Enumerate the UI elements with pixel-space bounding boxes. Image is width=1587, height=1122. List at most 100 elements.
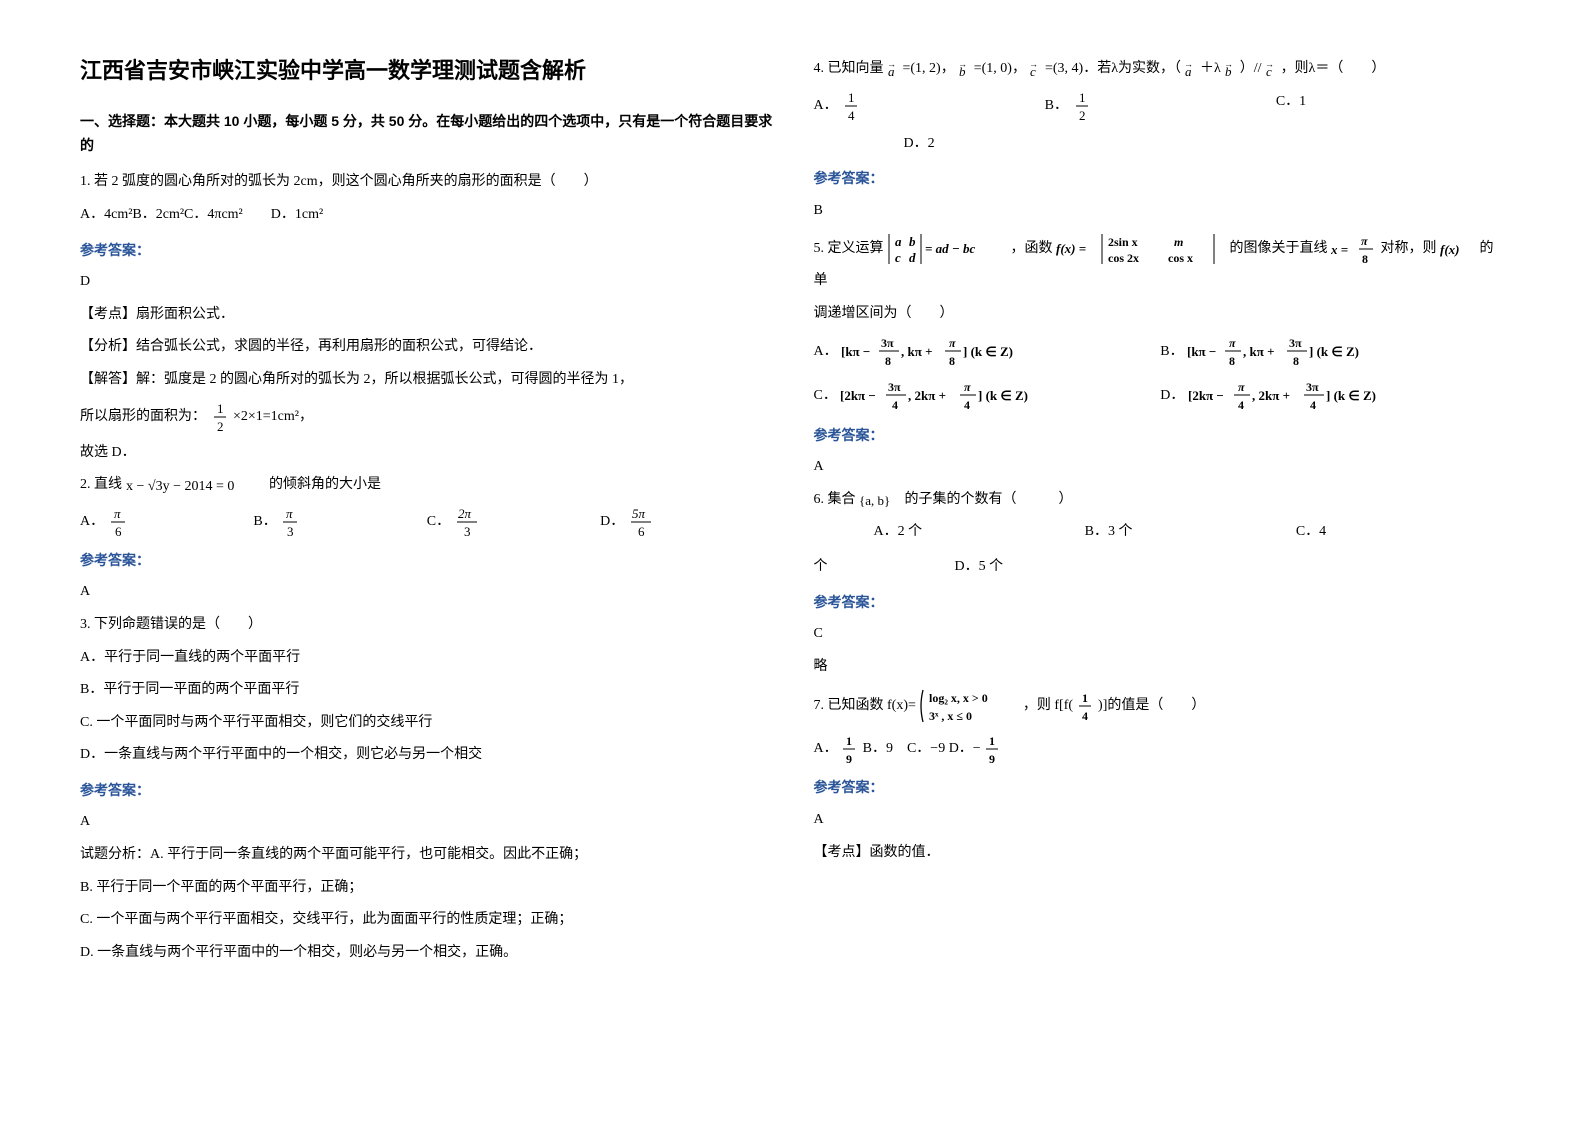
svg-text:9: 9: [846, 752, 852, 766]
q4-optD: D．2: [814, 131, 1508, 158]
q2-optC: C． 2π3: [427, 505, 600, 539]
q7-fracD: 19: [984, 732, 1002, 766]
q2-optA-label: A．: [80, 514, 104, 529]
q2-fracA: π6: [108, 505, 128, 539]
svg-text:5π: 5π: [632, 506, 646, 521]
q5-intB: [kπ − π8 , kπ + 3π8 ] (k ∈ Z): [1187, 334, 1397, 370]
q5-opts-row1: A． [kπ − 3π8 , kπ + π8 ] (k ∈ Z) B． [kπ …: [814, 334, 1508, 370]
q6-l1: 略: [814, 654, 1508, 681]
svg-text:, 2kπ +: , 2kπ +: [908, 388, 946, 403]
q6-b: 的子集的个数有（ ）: [905, 492, 1073, 507]
q5-c: 的图像关于直线: [1230, 242, 1328, 257]
q1-answer-label: 参考答案：: [80, 237, 774, 264]
svg-text:π: π: [1361, 234, 1368, 248]
q3-a: A．平行于同一直线的两个平面平行: [80, 645, 774, 672]
q2-fracC: 2π3: [454, 505, 480, 539]
svg-text:c: c: [1266, 64, 1272, 78]
svg-text:π: π: [1229, 336, 1236, 350]
q5-b: ，函数: [1011, 242, 1053, 257]
q1-l3: 【解答】解：弧度是 2 的圆心角所对的弧长为 2，所以根据弧长公式，可得圆的半径…: [80, 367, 774, 394]
q4-opts: A． 14 B． 12 C．1: [814, 89, 1508, 123]
q7-b: ，则 f[f(: [1023, 699, 1073, 714]
svg-text:a: a: [895, 234, 902, 249]
q6-line2: 个 D．5 个: [814, 554, 1508, 581]
svg-text:cos 2x: cos 2x: [1108, 251, 1139, 265]
svg-text:b: b: [959, 64, 966, 78]
svg-text:= ad − bc: = ad − bc: [925, 241, 976, 256]
vec-b2-icon: →b: [1224, 60, 1236, 78]
svg-text:9: 9: [989, 752, 995, 766]
q7-stem: 7. 已知函数 f(x)= log₂ x, x > 0 3ˣ , x ≤ 0 ，…: [814, 686, 1508, 726]
q7-piecewise: log₂ x, x > 0 3ˣ , x ≤ 0: [919, 686, 1019, 726]
q2-ans: A: [80, 579, 774, 606]
q3-c: C. 一个平面同时与两个平行平面相交，则它们的交线平行: [80, 710, 774, 737]
q2-line-eq: x − √3y − 2014 = 0: [126, 474, 266, 496]
q5-optA-label: A．: [814, 344, 838, 359]
left-column: 江西省吉安市峡江实验中学高一数学理测试题含解析 一、选择题：本大题共 10 小题…: [60, 50, 794, 972]
doc-title: 江西省吉安市峡江实验中学高一数学理测试题含解析: [80, 50, 774, 92]
q4-optB-label: B．: [1045, 98, 1068, 113]
q2-fracB: π3: [280, 505, 300, 539]
svg-text:[kπ −: [kπ −: [1187, 344, 1216, 359]
q6-set: {a, b}: [859, 491, 901, 509]
svg-text:x − √3y − 2014 = 0: x − √3y − 2014 = 0: [126, 479, 234, 494]
svg-text:[kπ −: [kπ −: [841, 344, 870, 359]
q5-optB: B． [kπ − π8 , kπ + 3π8 ] (k ∈ Z): [1160, 334, 1507, 370]
svg-text:, 2kπ +: , 2kπ +: [1252, 388, 1290, 403]
svg-text:f(x) =: f(x) =: [1056, 241, 1086, 256]
svg-text:c: c: [895, 250, 901, 265]
svg-text:log₂ x, x > 0: log₂ x, x > 0: [929, 691, 988, 705]
q5-xline: x =π8: [1331, 232, 1377, 266]
q5-fx: f(x) = 2sin x m cos 2x cos x: [1056, 230, 1226, 268]
q5-fx2: f(x): [1440, 240, 1476, 258]
q2-answer-label: 参考答案：: [80, 547, 774, 574]
svg-text:m: m: [1174, 235, 1183, 249]
q7-frac14: 14: [1077, 689, 1095, 723]
q3-stem: 3. 下列命题错误的是（ ）: [80, 612, 774, 639]
svg-text:3π: 3π: [881, 336, 894, 350]
svg-text:4: 4: [1238, 398, 1244, 412]
svg-text:3: 3: [287, 524, 294, 539]
svg-text:b: b: [1225, 64, 1232, 78]
half-fraction: 12: [210, 400, 230, 434]
q4-a: 4. 已知向量: [814, 61, 884, 76]
q1-l5: 故选 D．: [80, 440, 774, 467]
svg-text:] (k ∈ Z): ] (k ∈ Z): [1326, 388, 1376, 403]
svg-text:8: 8: [1362, 252, 1368, 266]
q6-opts: A．2 个 B．3 个 C．4: [814, 519, 1508, 546]
vec-c-icon: →c: [1029, 60, 1041, 78]
svg-text:[2kπ −: [2kπ −: [840, 388, 876, 403]
q5-optC: C． [2kπ − 3π4 , 2kπ + π4 ] (k ∈ Z): [814, 378, 1161, 414]
q5-optB-label: B．: [1160, 344, 1183, 359]
q2-stem: 2. 直线 x − √3y − 2014 = 0 的倾斜角的大小是: [80, 472, 774, 499]
q4-fracA: 14: [841, 89, 861, 123]
q2-stem-a: 2. 直线: [80, 477, 122, 492]
q4-c: =(1, 0)，: [974, 61, 1026, 76]
q5-optC-label: C．: [814, 388, 837, 403]
q4-e: ＋λ: [1200, 61, 1221, 76]
svg-text:f(x): f(x): [1440, 242, 1460, 257]
q4-stem: 4. 已知向量 →a =(1, 2)， →b =(1, 0)， →c =(3, …: [814, 56, 1508, 83]
svg-text:π: π: [964, 380, 971, 394]
q5-optD-label: D．: [1160, 388, 1184, 403]
q4-optA: A． 14: [814, 89, 1045, 123]
vec-a2-icon: →a: [1184, 60, 1196, 78]
q7-answer-label: 参考答案：: [814, 774, 1508, 801]
vec-a-icon: →a: [887, 60, 899, 78]
q5-intC: [2kπ − 3π4 , 2kπ + π4 ] (k ∈ Z): [840, 378, 1060, 414]
q6-stem: 6. 集合 {a, b} 的子集的个数有（ ）: [814, 487, 1508, 514]
q5-intD: [2kπ − π4 , 2kπ + 3π4 ] (k ∈ Z): [1188, 378, 1408, 414]
svg-text:8: 8: [1293, 354, 1299, 368]
svg-text:1: 1: [1082, 691, 1088, 705]
svg-text:3ˣ , x ≤ 0: 3ˣ , x ≤ 0: [929, 709, 972, 723]
q4-optB: B． 12: [1045, 89, 1276, 123]
q3-l2: B. 平行于同一个平面的两个平面平行，正确；: [80, 875, 774, 902]
svg-text:d: d: [909, 250, 916, 265]
q7-a: 7. 已知函数 f(x)=: [814, 699, 916, 714]
q5-det-def: a b c d = ad − bc: [887, 230, 1007, 268]
q7-ans: A: [814, 807, 1508, 834]
q1-l4: 所以扇形的面积为： 12 ×2×1=1cm²，: [80, 400, 774, 434]
svg-text:, kπ +: , kπ +: [1243, 344, 1275, 359]
q4-fracB: 12: [1072, 89, 1092, 123]
svg-text:6: 6: [638, 524, 645, 539]
